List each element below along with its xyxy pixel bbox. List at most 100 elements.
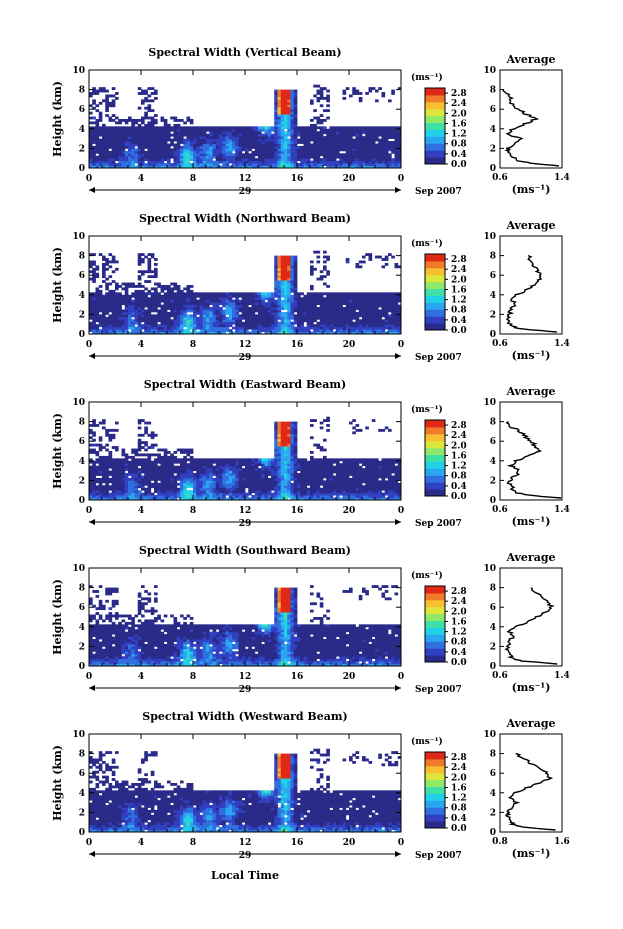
average-y-tick-label: 8 (490, 86, 496, 96)
heatmap-cell (124, 468, 129, 471)
heatmap-cell (102, 163, 106, 166)
heatmap-cell (258, 319, 262, 323)
heatmap-cell (352, 307, 356, 310)
heatmap-cell (365, 294, 369, 298)
heatmap-cell (290, 277, 295, 281)
colorbar-segment (425, 108, 445, 117)
heatmap-cell (339, 331, 343, 335)
heatmap-cell (121, 297, 126, 301)
heatmap-cell (118, 465, 122, 469)
heatmap-cell (306, 314, 311, 318)
heatmap-cell (212, 487, 217, 491)
heatmap-cell (254, 145, 259, 149)
heatmap-cell (362, 163, 366, 166)
heatmap-cell (280, 155, 285, 159)
heatmap-cell (290, 133, 295, 137)
heatmap-cell (293, 141, 298, 144)
heatmap-cell (124, 321, 129, 325)
heatmap-cell (225, 153, 230, 157)
heatmap-cell (111, 101, 116, 105)
heatmap-cell (342, 145, 347, 149)
heatmap-cell (352, 292, 356, 296)
heatmap-cell (303, 316, 308, 320)
heatmap-cell (375, 143, 379, 147)
heatmap-cell (105, 468, 109, 471)
heatmap-cell (128, 477, 132, 481)
y-axis-label: Height (km) (51, 81, 64, 157)
heatmap-cell (124, 141, 129, 144)
heatmap-cell (115, 287, 119, 291)
heatmap-cell (128, 126, 132, 130)
heatmap-cell (264, 150, 269, 154)
heatmap-cell (154, 321, 158, 325)
heatmap-cell (212, 294, 217, 298)
heatmap-cell (98, 460, 103, 464)
heatmap-cell (323, 136, 327, 139)
heatmap-cell (219, 150, 223, 154)
heatmap-cell (89, 277, 93, 281)
heatmap-cell (128, 309, 132, 313)
heatmap-cell (323, 316, 327, 320)
heatmap-cell (147, 477, 152, 481)
heatmap-cell (89, 304, 93, 308)
heatmap-cell (144, 106, 148, 110)
heatmap-cell (313, 150, 317, 154)
heatmap-cell (154, 490, 158, 494)
heatmap-cell (134, 316, 139, 320)
heatmap-cell (319, 294, 324, 298)
heatmap-cell (199, 331, 204, 335)
heatmap-cell (332, 153, 337, 157)
heatmap-cell (102, 329, 106, 332)
heatmap-cell (254, 158, 259, 162)
heatmap-cell (232, 316, 236, 320)
heatmap-cell (186, 299, 191, 303)
heatmap-cell (131, 302, 135, 305)
heatmap-cell (310, 123, 314, 127)
heatmap-cell (280, 275, 285, 279)
heatmap-cell (378, 316, 382, 320)
heatmap-cell (180, 448, 184, 452)
heatmap-cell (251, 165, 256, 169)
heatmap-cell (323, 128, 327, 132)
heatmap-cell (358, 294, 363, 298)
heatmap-cell (150, 160, 155, 164)
heatmap-cell (89, 492, 93, 496)
heatmap-cell (329, 163, 334, 166)
heatmap-cell (163, 148, 168, 152)
heatmap-cell (186, 463, 191, 467)
heatmap-cell (293, 299, 298, 303)
heatmap-cell (154, 495, 158, 498)
heatmap-cell (287, 260, 291, 264)
heatmap-cell (362, 302, 366, 305)
heatmap-cell (150, 463, 155, 467)
heatmap-cell (176, 495, 181, 498)
heatmap-cell (193, 480, 197, 484)
heatmap-cell (332, 309, 337, 313)
heatmap-cell (362, 255, 366, 259)
heatmap-cell (89, 145, 93, 149)
heatmap-cell (274, 143, 278, 147)
heatmap-cell (332, 331, 337, 335)
heatmap-cell (241, 487, 246, 491)
heatmap-cell (352, 128, 356, 132)
heatmap-cell (241, 138, 246, 142)
heatmap-cell (95, 424, 100, 427)
heatmap-cell (290, 280, 295, 283)
heatmap-cell (102, 87, 106, 90)
heatmap-cell (274, 153, 278, 157)
heatmap-cell (345, 324, 350, 328)
heatmap-cell (134, 321, 139, 325)
heatmap-cell (89, 163, 93, 166)
heatmap-cell (147, 331, 152, 335)
heatmap-cell (163, 455, 168, 459)
heatmap-cell (319, 114, 324, 117)
heatmap-cell (137, 285, 142, 288)
heatmap-cell (274, 133, 278, 137)
heatmap-cell (280, 145, 285, 149)
heatmap-cell (98, 114, 103, 117)
heatmap-cell (154, 326, 158, 330)
heatmap-cell (105, 145, 109, 149)
heatmap-cell (202, 133, 207, 137)
heatmap-cell (206, 497, 210, 501)
heatmap-cell (345, 294, 350, 298)
